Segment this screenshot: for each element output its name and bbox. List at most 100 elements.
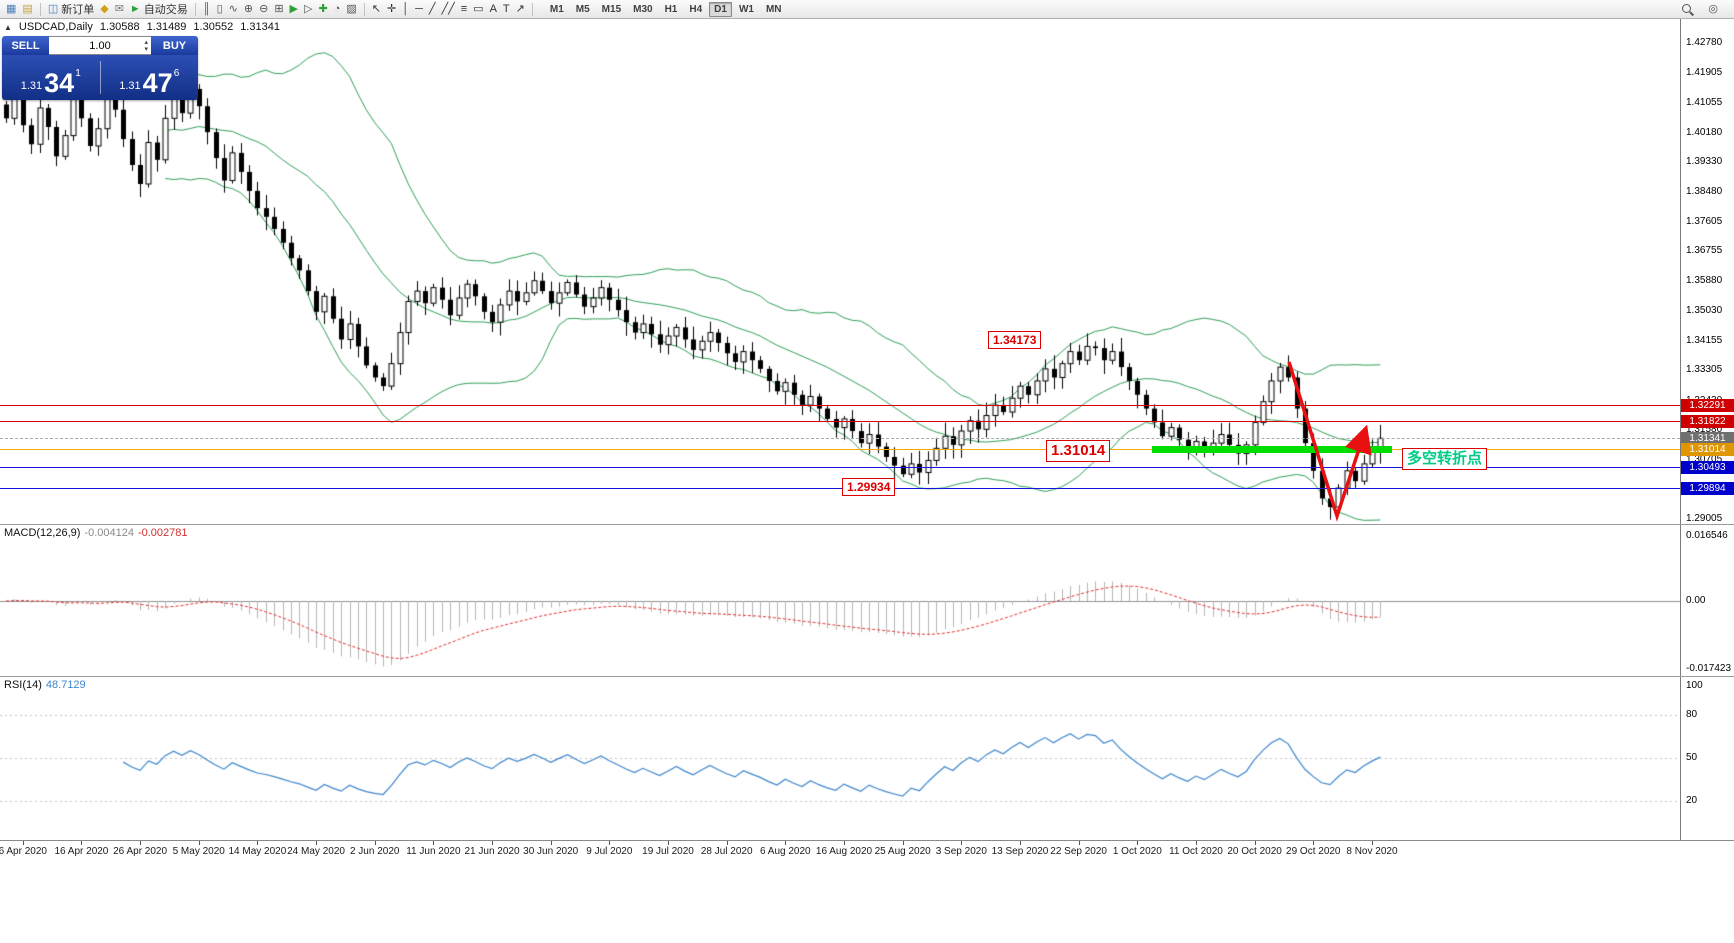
trendline-button[interactable]: ╱ [426, 1, 439, 18]
chart-shift-button[interactable]: ▷ [301, 1, 315, 18]
line-chart-mode-button[interactable]: ∿ [226, 1, 241, 18]
timeframe-m5-button[interactable]: M5 [575, 3, 590, 15]
rsi-axis-tick: 100 [1686, 680, 1703, 691]
rsi-axis-tick: 50 [1686, 752, 1698, 763]
objects-list-button[interactable]: ◎ [1705, 1, 1721, 18]
turning-point-label[interactable]: 多空转折点 [1402, 448, 1488, 470]
horizontal-line-button[interactable]: ─ [412, 1, 426, 18]
horizontal-level-line[interactable] [0, 421, 1680, 423]
horizontal-level-line[interactable] [0, 487, 1680, 489]
price-axis-tick: 1.34155 [1686, 335, 1723, 347]
macd-signal-value: -0.002781 [137, 527, 188, 539]
timeframe-mn-button[interactable]: MN [765, 3, 782, 15]
date-label: 25 Aug 2020 [874, 846, 931, 857]
timeframe-m1-button[interactable]: M1 [549, 3, 564, 15]
periods-button[interactable]: ◔ [331, 1, 344, 18]
alerts-button[interactable]: ◆ [97, 1, 111, 18]
date-label: 9 Jul 2020 [586, 846, 633, 857]
timeframe-toolbar: M1 M5 M15 M30 H1 H4 D1 W1 MN [545, 0, 787, 18]
quote-high: 1.31489 [146, 21, 187, 33]
quote-open: 1.30588 [99, 21, 140, 33]
tile-windows-button[interactable]: ⊞ [271, 1, 286, 18]
fibonacci-button[interactable]: ≡ [458, 1, 470, 18]
toolbar-buttons: ▦ ▤ ◫ 新订单 ◆ ✉ ► 自动交易 ║ ▯ ∿ ⊕ ⊖ ⊞ ▶ ▷ ✚ ◔ ▨ ↖ ✛ │ ─ ╱ ╱╱ ≡ ▭ A T ↗ [3, 0, 528, 18]
timeframe-h4-button[interactable]: H4 [689, 3, 703, 15]
indicators-button[interactable]: ✚ [315, 1, 330, 18]
crosshair-button[interactable]: ✛ [384, 1, 399, 18]
volume-input[interactable]: 1.00 ▴ ▾ [49, 36, 151, 55]
vertical-line-button[interactable]: │ [399, 1, 412, 18]
toolbar-separator [194, 2, 196, 16]
time-axis-tick [785, 841, 787, 845]
timeframe-h1-button[interactable]: H1 [664, 3, 678, 15]
date-label: 22 Sep 2020 [1050, 846, 1107, 857]
support-zone-highlight[interactable] [1152, 446, 1392, 453]
time-axis[interactable]: 6 Apr 2020 16 Apr 2020 26 Apr 2020 5 May 20… [0, 840, 1734, 943]
new-order-button[interactable]: ◫ 新订单 [45, 1, 97, 18]
profiles-button[interactable]: ▤ [19, 1, 35, 18]
text-label-button[interactable]: T [500, 1, 513, 18]
cursor-button[interactable]: ↖ [369, 1, 384, 18]
macd-panel-canvas[interactable] [0, 524, 1680, 676]
current-price-line[interactable] [0, 437, 1680, 439]
arrows-button[interactable]: ↗ [513, 1, 528, 18]
panel-separator-rsi[interactable] [0, 676, 1734, 677]
text-button[interactable]: A [487, 1, 500, 18]
mailbox-button[interactable]: ✉ [112, 1, 127, 18]
price-callout-label[interactable]: 1.31014 [1046, 440, 1111, 462]
templates-button[interactable]: ▨ [343, 1, 359, 18]
date-label: 16 Aug 2020 [815, 846, 873, 857]
time-axis-tick [374, 841, 376, 845]
candlestick-mode-button[interactable]: ▯ [214, 1, 226, 18]
profiles-icon: ▤ [22, 2, 33, 15]
vertical-line-icon: │ [402, 2, 410, 15]
price-axis[interactable]: 1.42780 1.41905 1.41055 1.40180 1.39330 1.384… [1680, 19, 1734, 840]
equidistant-channel-button[interactable]: ╱╱ [438, 1, 457, 18]
date-label: 13 Sep 2020 [991, 846, 1049, 857]
price-axis-tick: 1.29005 [1686, 513, 1723, 524]
timeframe-w1-button[interactable]: W1 [738, 3, 754, 15]
symbol-timeframe-label: USDCAD,Daily [18, 21, 93, 33]
horizontal-level-line[interactable] [0, 404, 1680, 406]
time-axis-tick [1254, 841, 1256, 845]
tile-windows-icon: ⊞ [274, 2, 284, 15]
auto-scroll-button[interactable]: ▶ [287, 1, 301, 18]
quote-close: 1.31341 [240, 21, 280, 33]
price-callout-label[interactable]: 1.29934 [842, 478, 896, 497]
timeframe-m30-button[interactable]: M30 [633, 3, 653, 15]
toolbar-separator [39, 2, 41, 16]
new-chart-button[interactable]: ▦ [3, 1, 19, 18]
date-label: 3 Sep 2020 [935, 846, 987, 857]
time-axis-tick [1078, 841, 1080, 845]
templates-icon: ▨ [346, 2, 357, 15]
timeframe-d1-button[interactable]: D1 [709, 1, 732, 17]
date-label: 6 Aug 2020 [760, 846, 811, 857]
date-label: 8 Nov 2020 [1346, 846, 1398, 857]
search-button[interactable] [1678, 1, 1697, 18]
text-label-icon: T [502, 2, 510, 15]
autotrading-label: 自动交易 [143, 4, 188, 16]
rsi-name: RSI(14) [4, 679, 42, 691]
volume-increase-arrow[interactable]: ▴ [144, 39, 148, 46]
new-chart-icon: ▦ [6, 2, 17, 15]
price-axis-tick: 1.39330 [1686, 156, 1723, 168]
timeframe-m15-button[interactable]: M15 [601, 3, 622, 15]
buy-price-button[interactable]: 1.31 47 6 [101, 55, 199, 100]
volume-decrease-arrow[interactable]: ▾ [144, 46, 148, 53]
sell-button[interactable]: SELL [2, 36, 49, 55]
horizontal-level-line[interactable] [0, 467, 1680, 469]
zoom-in-button[interactable]: ⊕ [241, 1, 256, 18]
panel-separator-macd[interactable] [0, 524, 1734, 525]
buy-button[interactable]: BUY [151, 36, 198, 55]
bar-chart-mode-button[interactable]: ║ [200, 1, 214, 18]
shapes-button[interactable]: ▭ [470, 1, 486, 18]
rsi-panel-canvas[interactable] [0, 676, 1680, 840]
horizontal-level-line[interactable] [0, 449, 1680, 451]
price-axis-tick: 1.41055 [1686, 96, 1723, 108]
price-axis-tick: 1.35880 [1686, 275, 1723, 287]
sell-price-button[interactable]: 1.31 34 1 [2, 55, 100, 100]
zoom-out-button[interactable]: ⊖ [256, 1, 271, 18]
price-callout-label[interactable]: 1.34173 [988, 331, 1042, 350]
price-chart-canvas[interactable] [0, 19, 1680, 524]
autotrading-button[interactable]: ► 自动交易 [127, 1, 191, 18]
